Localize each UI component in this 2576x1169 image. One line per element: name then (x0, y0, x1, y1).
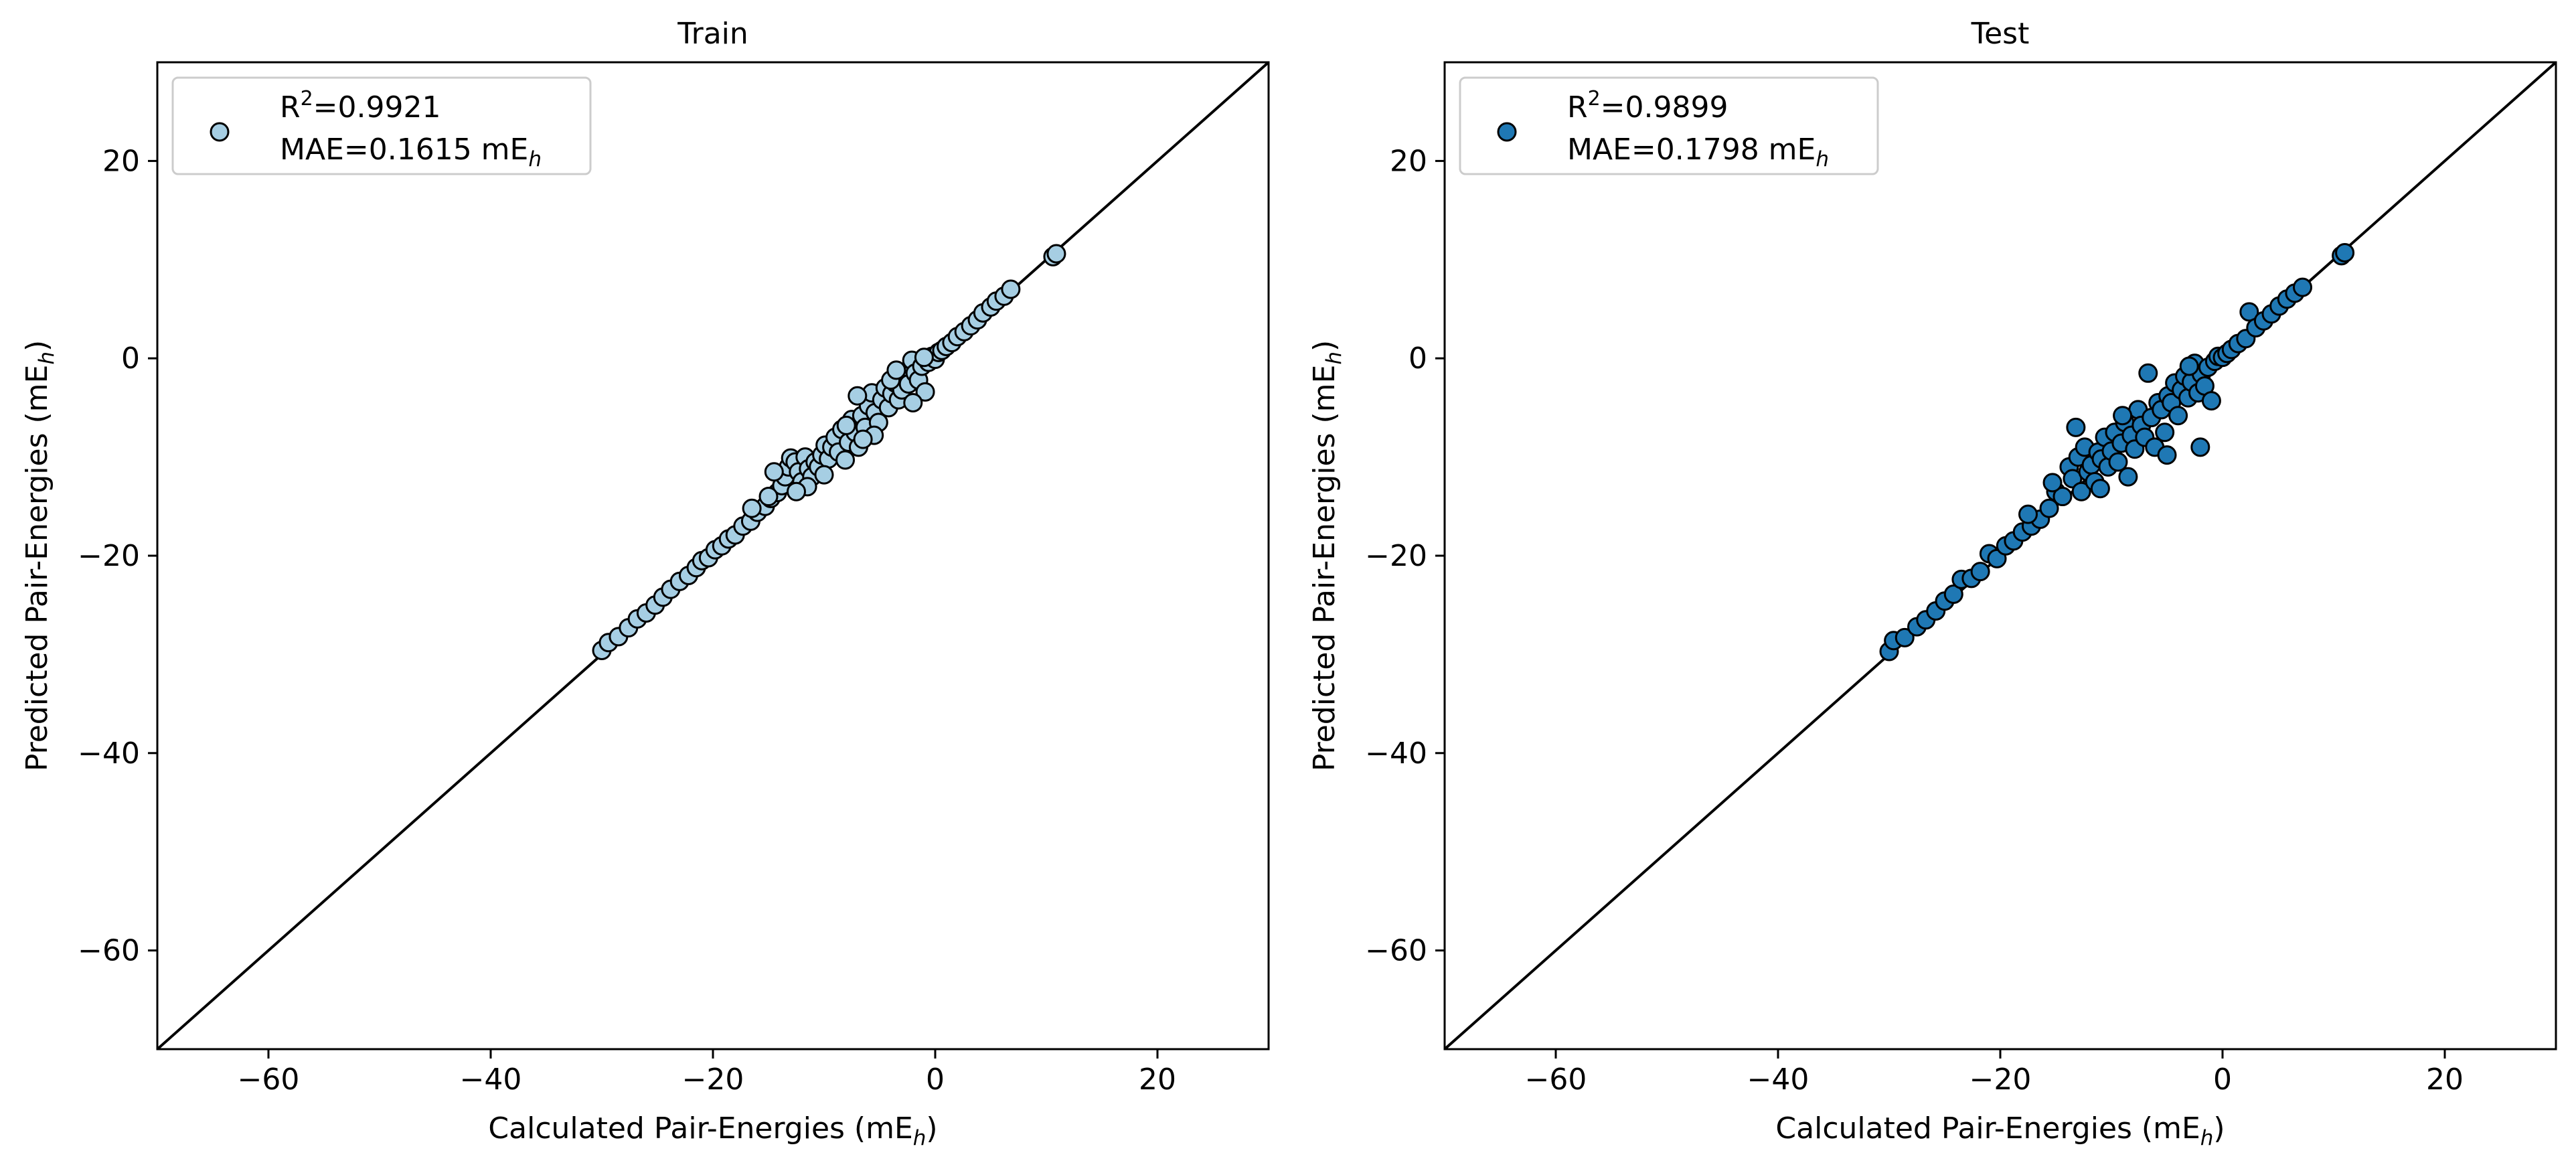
test-legend-r2: R2=0.9899 (1567, 87, 1728, 125)
test-x-tick-label: −60 (1525, 1063, 1587, 1097)
train-points (592, 244, 1066, 661)
test-data-point (2039, 498, 2059, 518)
test-y-tick-label: −40 (1365, 736, 1427, 771)
test-data-point (1943, 584, 1963, 604)
train-y-tick-label: 0 (121, 341, 140, 376)
test-legend-mae: MAE=0.1798 mEh (1567, 133, 1829, 171)
test-y-axis-label: Predicted Pair-Energies (mEh) (1307, 340, 1346, 771)
test-data-point (2190, 437, 2210, 457)
train-legend-box (171, 76, 592, 175)
train-data-point (787, 481, 806, 501)
train-x-ticks: −60 −40 −20 0 20 (238, 1049, 1176, 1097)
train-y-ticks: −60 −40 −20 0 20 (78, 144, 157, 968)
test-data-point (2108, 452, 2128, 472)
test-y-tick-label: 20 (1390, 144, 1427, 178)
train-legend-r2: R2=0.9921 (280, 87, 441, 125)
test-data-point (1970, 562, 1990, 582)
train-x-tick-label: −20 (682, 1063, 744, 1097)
test-x-tick-label: −40 (1747, 1063, 1809, 1097)
train-title: Train (677, 17, 748, 51)
train-legend: R2=0.9921 MAE=0.1615 mEh (171, 76, 592, 175)
train-data-point (853, 429, 873, 449)
test-data-point (2066, 417, 2086, 437)
test-x-axis-label: Calculated Pair-Energies (mEh) (1775, 1111, 2225, 1150)
test-data-point (2157, 445, 2177, 465)
train-panel: −60 −40 −20 0 20 −60 −40 −20 0 20 Train Calculat… (20, 17, 1270, 1150)
test-x-ticks: −60 −40 −20 0 20 (1525, 1049, 2464, 1097)
test-data-point (2090, 479, 2110, 499)
train-x-tick-label: −60 (238, 1063, 300, 1097)
train-y-axis-label: Predicted Pair-Energies (mEh) (20, 340, 59, 771)
test-points (1879, 242, 2355, 661)
test-y-tick-label: −60 (1365, 934, 1427, 968)
test-title: Test (1971, 17, 2030, 51)
train-data-point (835, 450, 856, 470)
test-data-point (2335, 242, 2355, 262)
test-y-tick-label: 0 (1408, 341, 1427, 376)
train-data-point (764, 462, 784, 482)
train-data-point (836, 415, 856, 435)
train-data-point (903, 393, 923, 413)
train-y-tick-label: −20 (78, 539, 140, 573)
test-data-point (2293, 277, 2313, 297)
train-y-tick-label: −60 (78, 934, 140, 968)
test-y-ticks: −60 −40 −20 0 20 (1365, 144, 1445, 968)
test-legend-marker (1497, 122, 1517, 142)
train-data-point (914, 347, 934, 368)
train-x-tick-label: 0 (926, 1063, 945, 1097)
test-data-point (2138, 363, 2158, 383)
train-y-tick-label: 20 (102, 144, 140, 178)
test-x-tick-label: −20 (1969, 1063, 2032, 1097)
test-data-point (2113, 406, 2133, 426)
test-data-point (2239, 302, 2259, 322)
test-data-point (1895, 627, 1915, 647)
train-data-point (886, 360, 906, 380)
train-x-axis-label: Calculated Pair-Energies (mEh) (488, 1111, 937, 1150)
test-data-point (2052, 487, 2073, 507)
test-data-point (2179, 356, 2199, 376)
train-legend-mae: MAE=0.1615 mEh (280, 133, 542, 171)
train-data-point (814, 465, 834, 485)
test-legend: R2=0.9899 MAE=0.1798 mEh (1459, 76, 1879, 175)
test-data-point (2071, 481, 2091, 501)
train-data-point (915, 382, 935, 402)
test-data-point (2168, 406, 2188, 426)
train-data-point (758, 487, 779, 507)
train-data-point (742, 498, 762, 518)
test-legend-box (1459, 76, 1879, 175)
train-data-point (1001, 279, 1021, 299)
train-y-tick-label: −40 (78, 736, 140, 771)
train-legend-marker (210, 122, 230, 142)
test-y-tick-label: −20 (1365, 539, 1427, 573)
train-data-point (1046, 244, 1066, 264)
test-data-point (2042, 473, 2063, 493)
test-data-point (2118, 467, 2138, 487)
train-x-tick-label: −40 (460, 1063, 522, 1097)
test-data-point (2018, 504, 2038, 524)
train-x-tick-label: 20 (1139, 1063, 1176, 1097)
test-x-tick-label: 20 (2426, 1063, 2464, 1097)
train-data-point (848, 386, 868, 406)
test-data-point (2201, 391, 2221, 411)
test-data-point (2155, 422, 2175, 443)
test-panel: −60 −40 −20 0 20 −60 −40 −20 0 20 Test Calculate… (1307, 17, 2557, 1150)
test-x-tick-label: 0 (2213, 1063, 2232, 1097)
